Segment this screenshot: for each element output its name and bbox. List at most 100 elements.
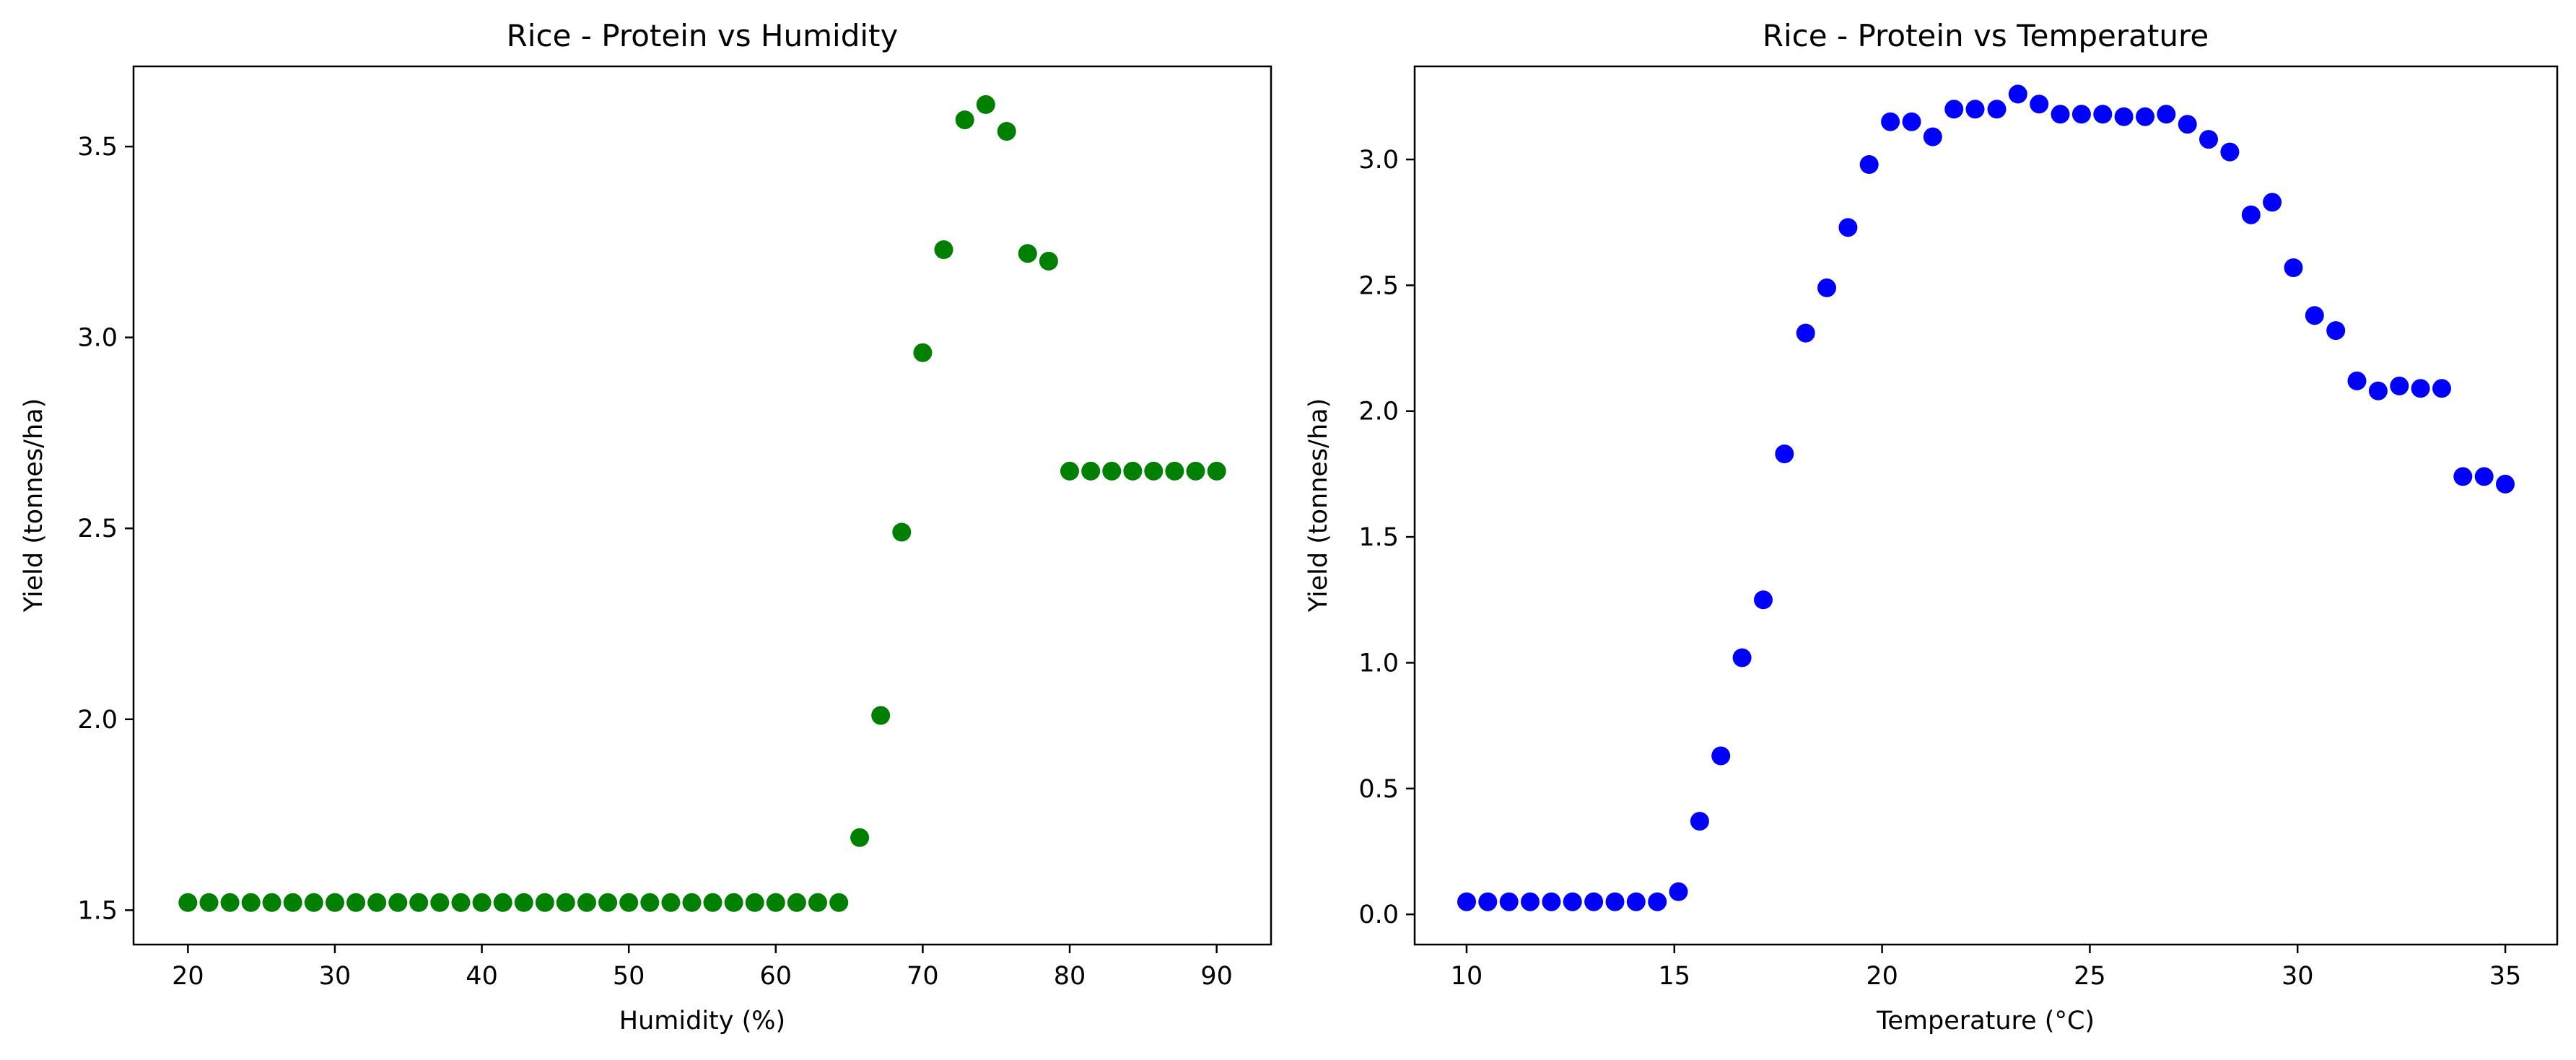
data-point xyxy=(1838,218,1858,237)
data-point xyxy=(577,893,596,912)
x-tick-label: 30 xyxy=(319,962,352,991)
data-point xyxy=(2411,379,2430,398)
data-point xyxy=(2157,105,2176,124)
data-point xyxy=(1987,100,2007,119)
data-point xyxy=(1457,892,1476,911)
data-point xyxy=(1817,278,1836,297)
y-tick-label: 3.0 xyxy=(77,324,118,353)
data-point xyxy=(556,893,575,912)
data-point xyxy=(2496,474,2515,494)
x-axis-ticks: 10 15 20 25 30 35 xyxy=(1451,945,2522,991)
data-point xyxy=(598,893,618,912)
data-point xyxy=(535,893,554,912)
y-tick-label: 1.5 xyxy=(1358,523,1399,552)
x-axis-ticks: 20 30 40 50 60 70 80 90 xyxy=(172,945,1233,991)
data-point xyxy=(640,893,660,912)
data-points xyxy=(1457,84,2515,911)
data-point xyxy=(2347,371,2367,390)
x-tick-label: 20 xyxy=(1866,962,1898,991)
y-tick-label: 2.5 xyxy=(77,514,118,543)
x-tick-label: 70 xyxy=(907,962,939,991)
data-point xyxy=(955,110,974,130)
data-point xyxy=(2432,379,2451,398)
x-tick-label: 40 xyxy=(466,962,498,991)
data-point xyxy=(1081,461,1101,481)
data-point xyxy=(1605,892,1625,911)
x-tick-label: 35 xyxy=(2489,962,2522,991)
data-point xyxy=(1499,892,1519,911)
data-point xyxy=(997,122,1016,141)
data-point xyxy=(262,893,281,912)
data-point xyxy=(514,893,533,912)
humidity-plot: Rice - Protein vs Humidity 20 30 40 50 60 70 8… xyxy=(19,18,1272,1035)
data-point xyxy=(2071,105,2091,124)
x-tick-label: 20 xyxy=(172,962,204,991)
data-point xyxy=(2368,381,2388,400)
data-point xyxy=(451,893,471,912)
data-point xyxy=(1039,251,1058,271)
data-point xyxy=(934,240,953,259)
data-point xyxy=(1944,100,1964,119)
data-point xyxy=(724,893,743,912)
data-point xyxy=(346,893,366,912)
y-axis-ticks: 0.0 0.5 1.0 1.5 2.0 2.5 3.0 xyxy=(1358,146,1415,929)
data-point xyxy=(430,893,450,912)
data-point xyxy=(1669,882,1688,901)
data-point xyxy=(745,893,764,912)
x-tick-label: 90 xyxy=(1200,962,1233,991)
data-point xyxy=(1648,892,1667,911)
data-point xyxy=(2008,84,2027,104)
data-point xyxy=(283,893,302,912)
data-point xyxy=(2199,130,2218,149)
data-point xyxy=(766,893,785,912)
x-tick-label: 60 xyxy=(760,962,793,991)
data-point xyxy=(1542,892,1561,911)
data-point xyxy=(1754,590,1773,610)
data-point xyxy=(1584,892,1604,911)
chart-title: Rice - Protein vs Temperature xyxy=(1763,18,2209,53)
data-point xyxy=(1775,444,1794,463)
data-point xyxy=(1165,461,1184,481)
data-point xyxy=(892,522,912,542)
data-point xyxy=(2178,115,2197,134)
x-axis-label: Humidity (%) xyxy=(619,1007,785,1035)
data-point xyxy=(493,893,512,912)
y-tick-label: 0.0 xyxy=(1358,901,1399,929)
data-point xyxy=(2093,105,2113,124)
data-point xyxy=(1711,746,1731,766)
data-point xyxy=(1018,244,1037,263)
data-point xyxy=(1859,155,1879,174)
y-tick-label: 3.0 xyxy=(1358,146,1399,175)
data-point xyxy=(1965,100,1985,119)
data-point xyxy=(1563,892,1582,911)
chart-title: Rice - Protein vs Humidity xyxy=(507,18,899,53)
x-tick-label: 15 xyxy=(1658,962,1690,991)
data-point xyxy=(2220,142,2240,162)
y-tick-label: 3.5 xyxy=(77,133,118,162)
data-point xyxy=(829,893,849,912)
data-points xyxy=(178,95,1226,912)
data-point xyxy=(1102,461,1122,481)
data-point xyxy=(1060,461,1079,481)
data-point xyxy=(2114,107,2134,126)
data-point xyxy=(2474,467,2494,486)
data-point xyxy=(2284,258,2303,277)
data-point xyxy=(1923,127,1942,146)
data-point xyxy=(1690,812,1709,831)
temperature-plot: Rice - Protein vs Temperature 10 15 20 25 30… xyxy=(1304,18,2559,1035)
data-point xyxy=(1186,461,1205,481)
x-axis-label: Temperature (°C) xyxy=(1876,1007,2095,1035)
y-tick-label: 1.5 xyxy=(77,896,118,925)
data-point xyxy=(199,893,219,912)
y-axis-label: Yield (tonnes/ha) xyxy=(1304,398,1333,613)
x-tick-label: 25 xyxy=(2074,962,2106,991)
plot-frame xyxy=(132,65,1272,946)
y-tick-label: 2.5 xyxy=(1358,271,1399,300)
data-point xyxy=(2453,467,2473,486)
data-point xyxy=(787,893,806,912)
data-point xyxy=(388,893,408,912)
data-point xyxy=(1521,892,1540,911)
data-point xyxy=(661,893,681,912)
data-point xyxy=(241,893,261,912)
